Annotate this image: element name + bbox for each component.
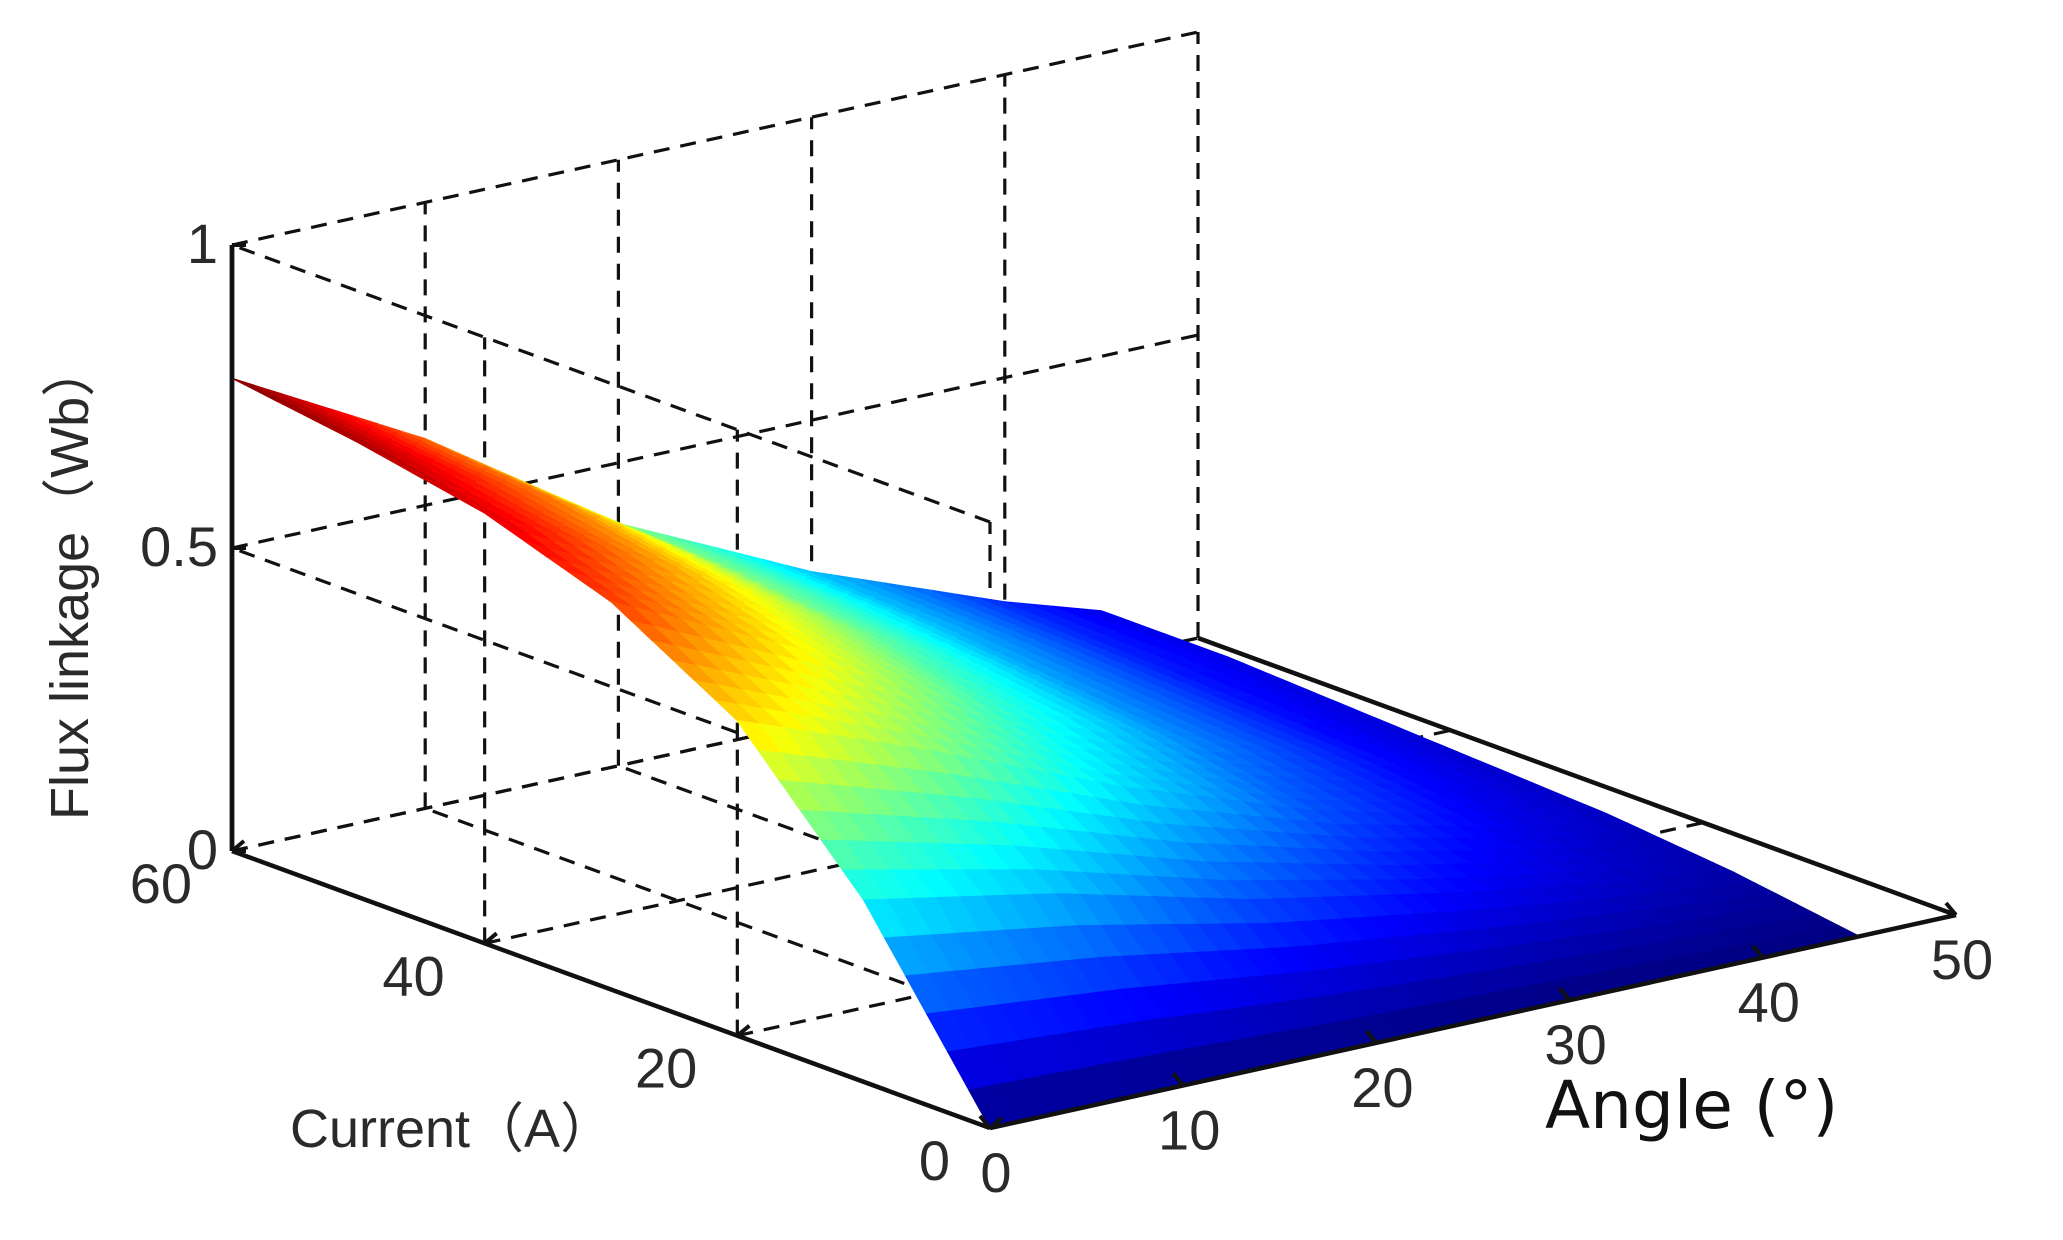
current-tick-label: 20: [635, 1037, 697, 1100]
current-tick-label: 0: [919, 1129, 950, 1192]
angle-tick-label: 20: [1351, 1056, 1413, 1119]
angle-tick-mark: [1364, 1029, 1378, 1045]
angle-tick-label: 0: [980, 1141, 1011, 1204]
angle-tick-mark: [1558, 986, 1572, 1002]
z-axis-title: Flux linkage（Wb）: [40, 343, 100, 820]
x-axis-title: Angle (°): [1545, 1067, 1838, 1144]
current-tick-mark: [736, 1024, 751, 1038]
angle-tick-label: 10: [1158, 1098, 1220, 1161]
current-tick-label: 60: [130, 852, 192, 915]
angle-tick-label: 50: [1931, 928, 1993, 991]
current-tick-mark: [230, 839, 246, 853]
angle-tick-mark: [1751, 944, 1765, 959]
current-tick-label: 40: [382, 944, 444, 1007]
angle-tick-mark: [1944, 901, 1958, 917]
flux-tick-label: 0.5: [140, 515, 218, 578]
flux-tick-label: 0: [187, 818, 218, 881]
grid-line: [231, 30, 1199, 247]
angle-tick-mark: [1171, 1072, 1185, 1087]
flux-tick-label: 1: [187, 212, 218, 275]
angle-tick-mark: [978, 1114, 992, 1130]
angle-tick-label: 40: [1738, 971, 1800, 1034]
current-tick-mark: [988, 1116, 1004, 1130]
y-axis-title: Current（A）: [290, 1099, 614, 1159]
current-tick-mark: [483, 931, 498, 945]
grid-line: [231, 333, 1199, 550]
surface-plot: [231, 377, 1862, 1129]
grid-line: [231, 243, 991, 524]
angle-axis-line: [989, 912, 1957, 1131]
current-axis-line: [231, 848, 991, 1131]
floor-right-edge: [1197, 635, 1957, 918]
angle-tick-label: 30: [1544, 1013, 1606, 1076]
